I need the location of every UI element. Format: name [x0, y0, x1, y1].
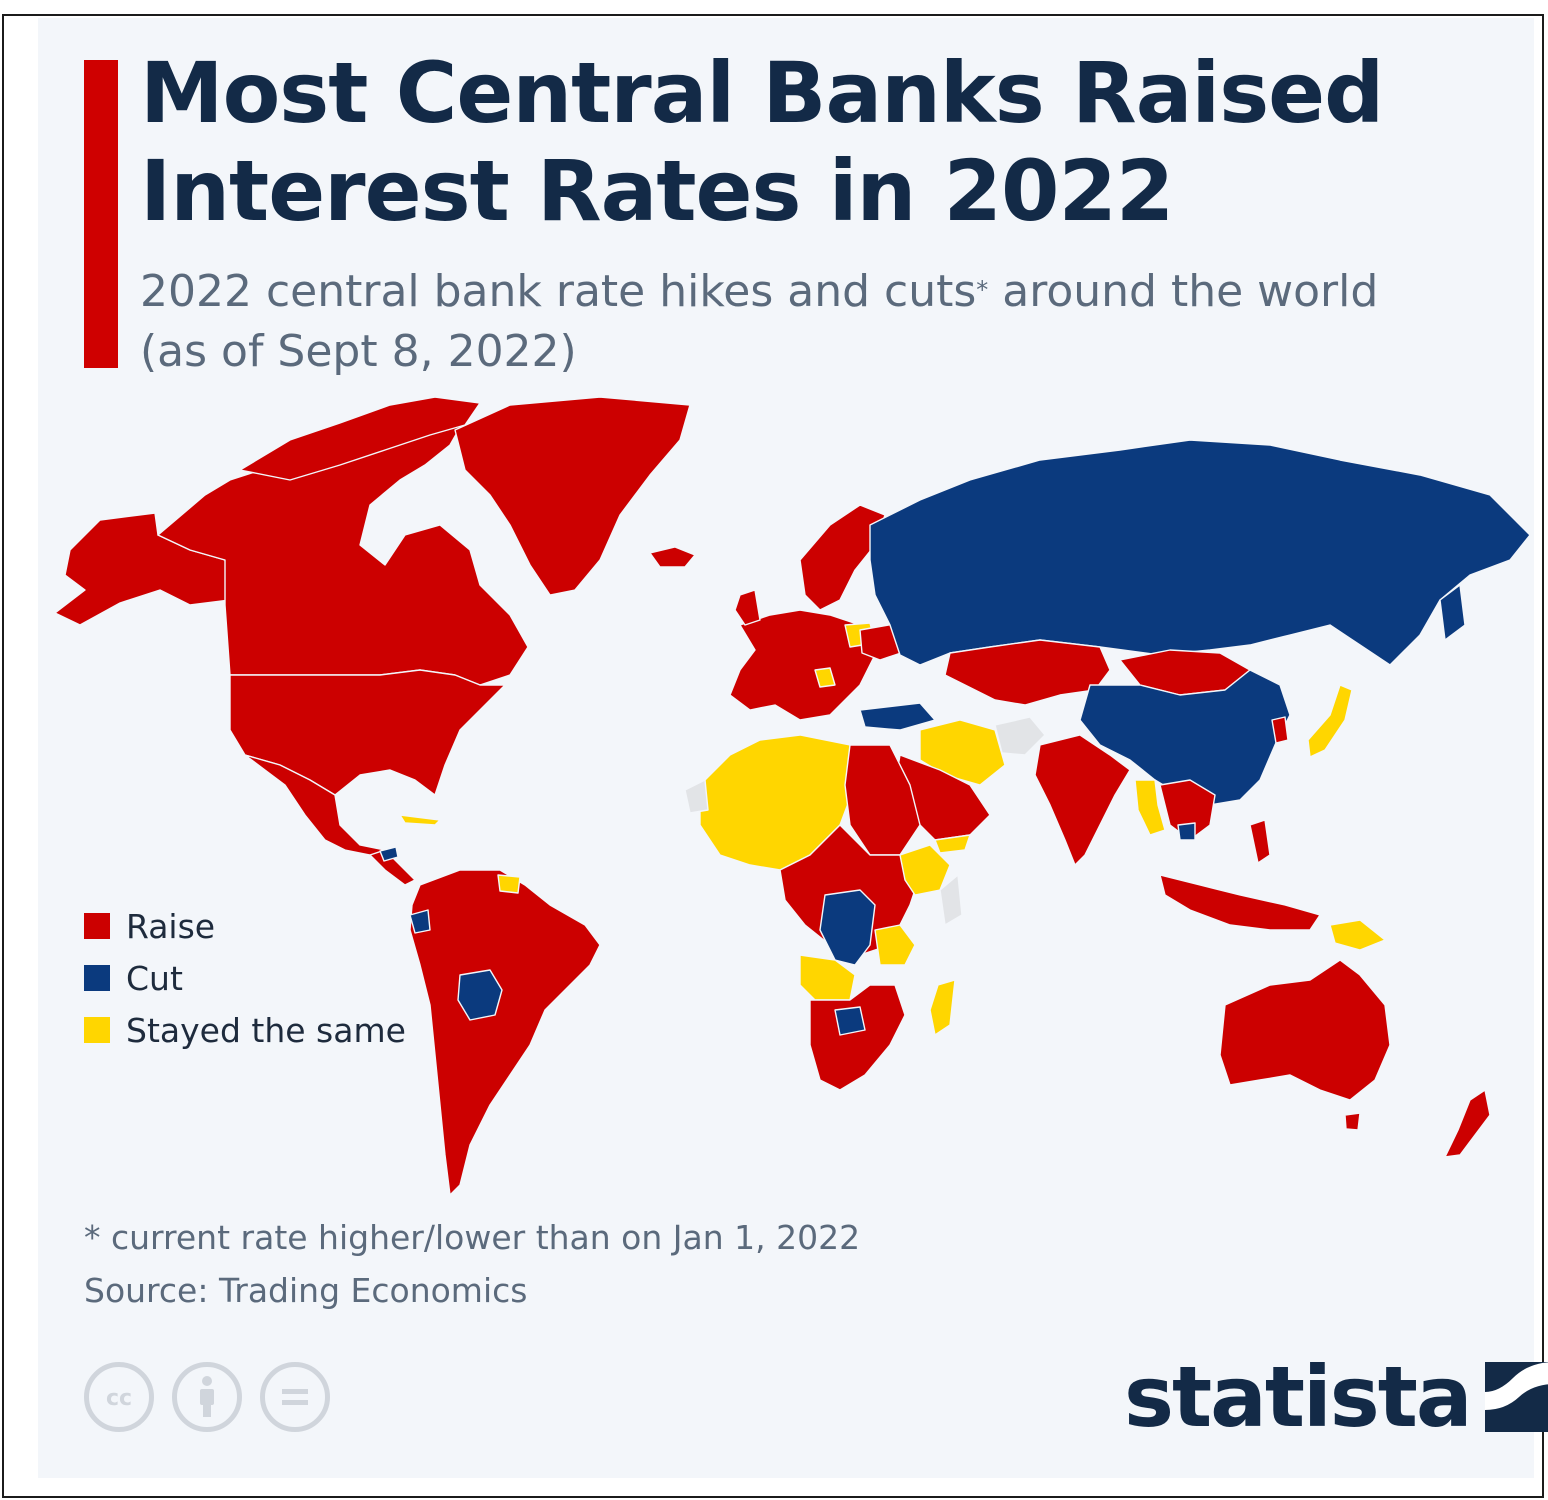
region-scandinavia	[799, 504, 886, 611]
map-legend: Raise Cut Stayed the same	[84, 900, 406, 1056]
region-japan-same	[1307, 684, 1353, 758]
subtitle-main: 2022 central bank rate hikes and cuts	[140, 266, 977, 317]
region-bolivia	[457, 969, 503, 1021]
subtitle-footnote-marker: *	[976, 276, 989, 304]
region-yemen-same	[934, 834, 971, 854]
legend-swatch-raise	[84, 913, 110, 939]
legend-label-cut: Cut	[126, 958, 183, 998]
license-icons: cc	[84, 1362, 330, 1432]
region-turkey	[859, 702, 936, 731]
subtitle-date: (as of Sept 8, 2022)	[140, 326, 577, 377]
region-central-asia	[944, 639, 1111, 706]
legend-item-raise: Raise	[84, 900, 406, 952]
world-map	[54, 396, 1531, 1196]
region-southern-africa	[809, 984, 906, 1091]
region-caribbean-same	[399, 814, 441, 826]
creative-commons-icon[interactable]: cc	[84, 1362, 154, 1432]
region-australia	[1219, 959, 1391, 1101]
region-greenland	[454, 396, 691, 596]
attribution-icon[interactable]	[172, 1362, 242, 1432]
region-arctic-islands	[239, 396, 481, 481]
region-central-africa	[779, 824, 921, 956]
region-zimbabwe	[834, 1006, 866, 1036]
region-korea	[1271, 716, 1289, 744]
no-derivatives-icon[interactable]	[260, 1362, 330, 1432]
statista-mark-icon	[1484, 1362, 1548, 1432]
chart-subtitle: 2022 central bank rate hikes and cuts* a…	[140, 262, 1480, 382]
region-guiana-same	[497, 874, 521, 894]
legend-swatch-same	[84, 1017, 110, 1043]
source-line: Source: Trading Economics	[84, 1271, 528, 1310]
region-somalia-nodata	[939, 874, 963, 926]
statista-logo[interactable]: statista	[1124, 1352, 1548, 1442]
region-png-same	[1329, 919, 1386, 951]
legend-label-same: Stayed the same	[126, 1010, 406, 1050]
region-indonesia	[1159, 874, 1321, 931]
region-drc	[819, 889, 876, 966]
svg-text:cc: cc	[106, 1386, 132, 1410]
logo-wordmark: statista	[1124, 1348, 1473, 1446]
region-middle-east-same	[919, 719, 1006, 786]
region-madagascar-same	[929, 979, 956, 1036]
region-east-africa-same	[874, 924, 916, 966]
region-alaska	[54, 512, 231, 626]
subtitle-tail: around the world	[988, 266, 1379, 317]
region-iceland	[649, 546, 696, 568]
legend-swatch-cut	[84, 965, 110, 991]
region-kamchatka	[1439, 584, 1466, 641]
region-russia	[869, 439, 1531, 666]
region-new-zealand	[1444, 1089, 1491, 1158]
region-usa	[229, 669, 506, 796]
legend-item-same: Stayed the same	[84, 1004, 406, 1056]
region-uk	[734, 589, 761, 626]
region-philippines	[1249, 819, 1271, 864]
title-accent-bar	[84, 60, 118, 368]
region-europe	[729, 609, 876, 721]
region-balkans-same	[814, 667, 836, 688]
region-ecuador	[409, 909, 431, 934]
region-tasmania	[1344, 1112, 1361, 1131]
legend-label-raise: Raise	[126, 906, 216, 946]
region-afghanistan-nodata	[994, 716, 1046, 756]
region-honduras	[379, 846, 399, 862]
region-india	[1034, 734, 1131, 866]
region-southeast-asia-same	[1134, 779, 1166, 836]
region-west-sahara-nodata	[684, 779, 709, 814]
region-indochina	[1159, 779, 1216, 841]
chart-title: Most Central Banks Raised Interest Rates…	[140, 44, 1384, 240]
region-cambodia	[1177, 822, 1196, 841]
region-china	[1079, 669, 1291, 806]
footnote: * current rate higher/lower than on Jan …	[84, 1218, 861, 1257]
legend-item-cut: Cut	[84, 952, 406, 1004]
region-south-america	[409, 869, 601, 1196]
